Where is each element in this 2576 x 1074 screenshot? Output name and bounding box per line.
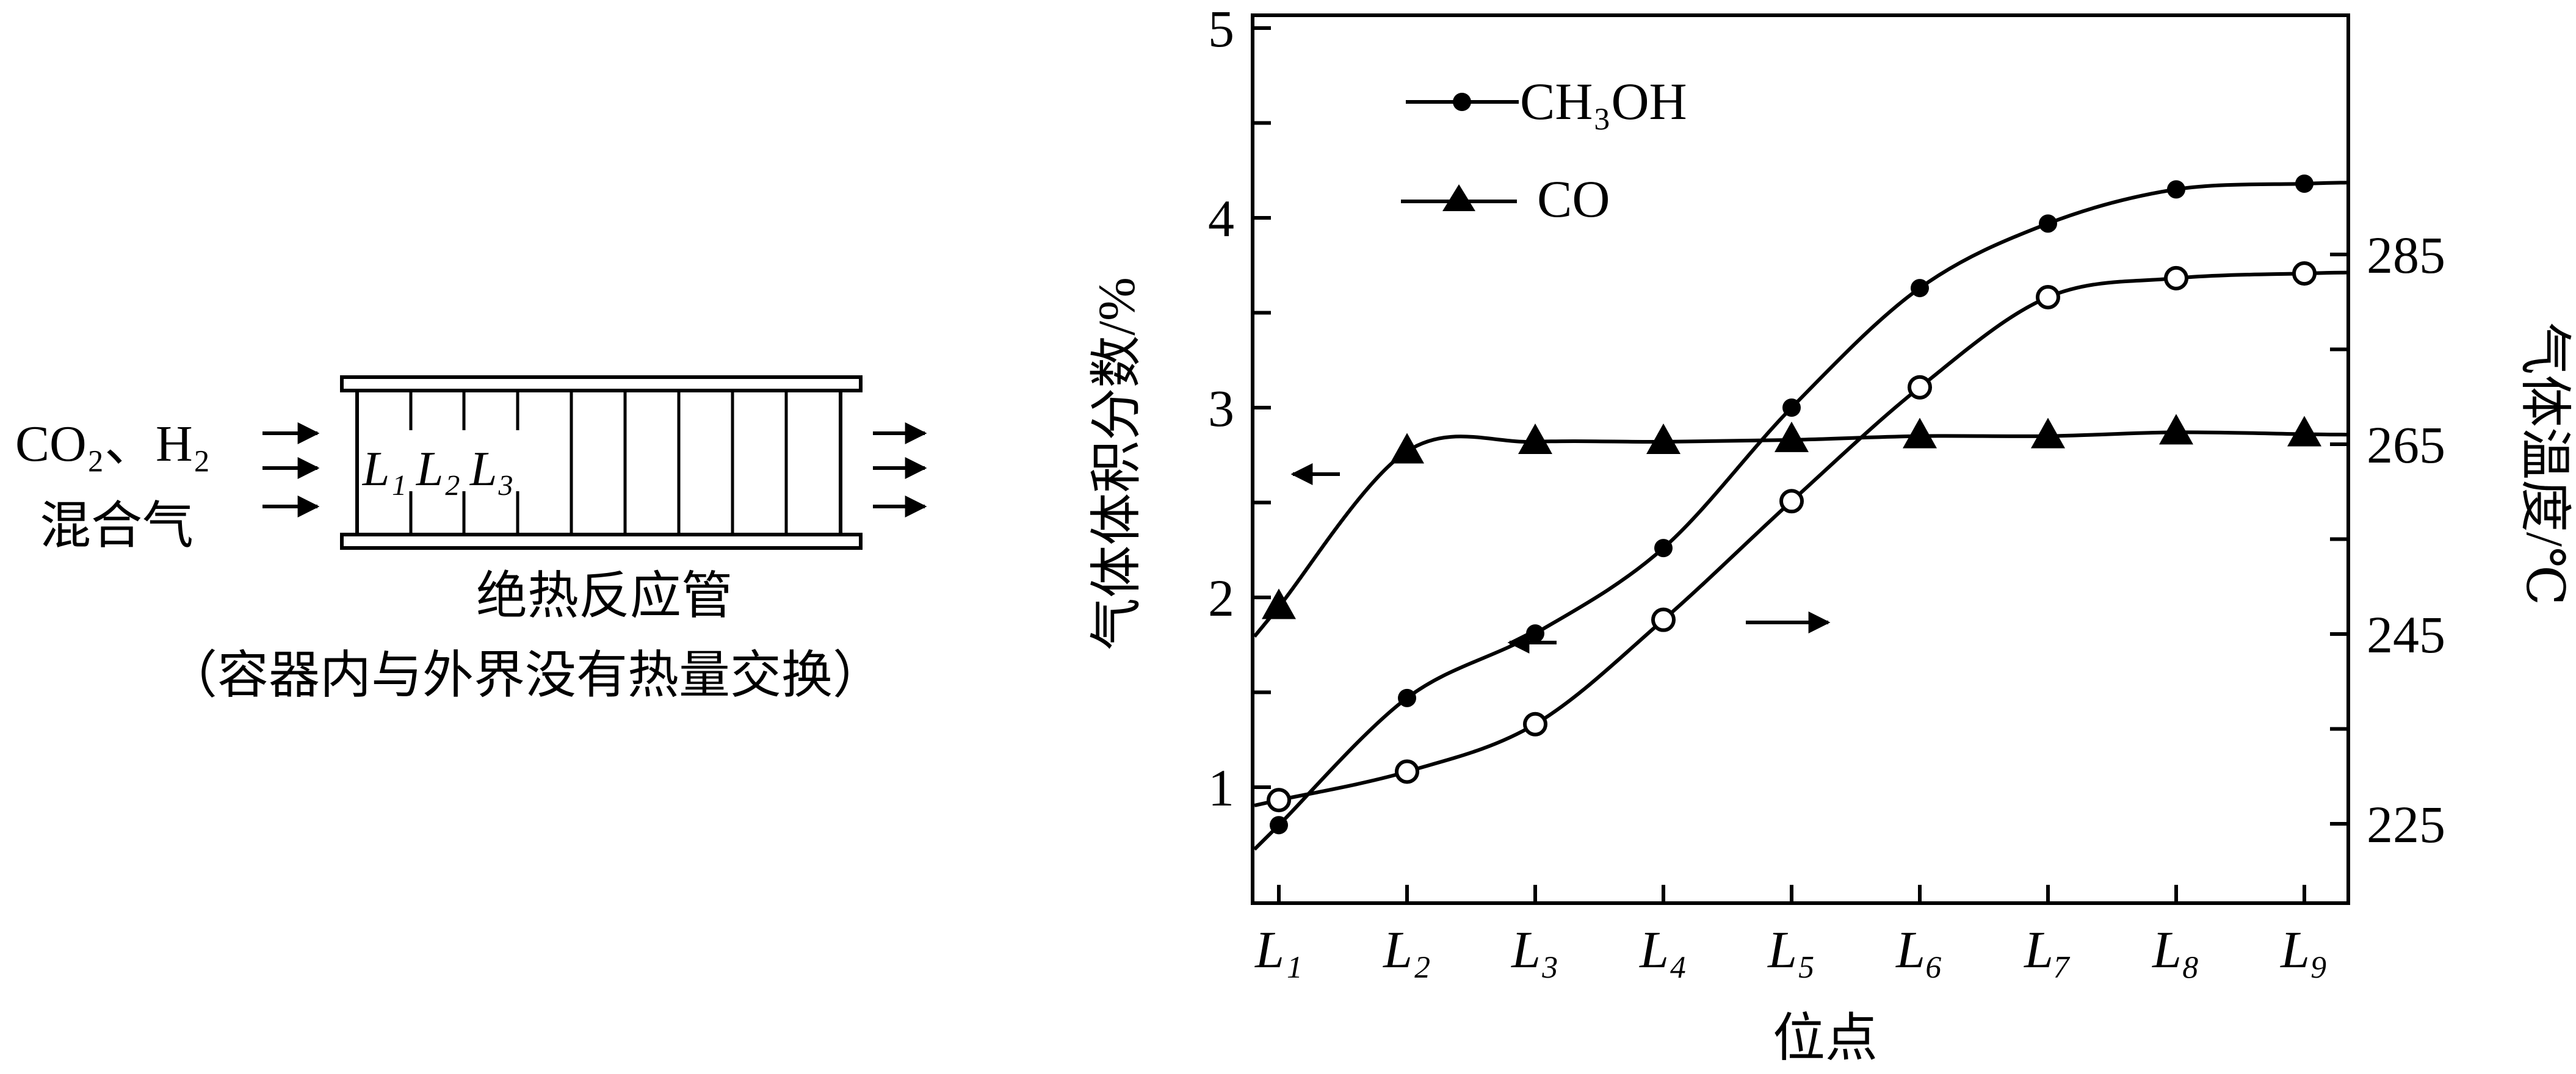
series-0-point-2 bbox=[1526, 624, 1544, 643]
series-2-point-3 bbox=[1651, 607, 1676, 632]
plot-frame bbox=[1251, 13, 2350, 905]
x-tick-label: L₅ bbox=[1767, 920, 1815, 979]
series-0-point-7 bbox=[2167, 180, 2185, 199]
tube-top-wall bbox=[340, 375, 863, 392]
x-tick-label: L₃ bbox=[1510, 920, 1559, 979]
series-markers bbox=[1262, 175, 2321, 835]
left-tick-label: 4 bbox=[1208, 189, 1234, 248]
right-tick-label: 225 bbox=[2367, 795, 2445, 854]
series-2-point-7 bbox=[2164, 265, 2188, 290]
position-label-l3: L₃ bbox=[469, 442, 514, 496]
x-tick-label: L₄ bbox=[1638, 920, 1687, 979]
series-indicator-arrows bbox=[1290, 463, 1831, 654]
x-tick-label: L₈ bbox=[2151, 920, 2200, 979]
reactor-diagram: CO₂、H₂ 混合气 L₁ L₂ L₃ bbox=[15, 375, 927, 704]
right-tick-label: 265 bbox=[2367, 416, 2445, 474]
reactor-caption-line2: （容器内与外界没有热量交换） bbox=[166, 647, 884, 704]
left-tick-label: 3 bbox=[1208, 379, 1234, 438]
left-tick-label: 5 bbox=[1208, 0, 1234, 58]
reactor-caption-line1: 绝热反应管 bbox=[476, 568, 733, 625]
series-0-point-8 bbox=[2295, 175, 2314, 193]
series-1-point-2 bbox=[1518, 423, 1552, 454]
legend-marker-ch3oh bbox=[1453, 93, 1471, 111]
legend-label-ch3oh: CH₃OH bbox=[1520, 72, 1687, 131]
legend-label-co: CO bbox=[1537, 170, 1610, 228]
series-1-point-6 bbox=[2031, 417, 2065, 449]
series-1-point-3 bbox=[1646, 423, 1681, 454]
series-2-point-0 bbox=[1267, 788, 1291, 813]
series-1-point-0 bbox=[1262, 588, 1296, 619]
left-axis-ticks: 1 2 3 4 5 bbox=[1208, 0, 1271, 817]
bottom-axis-ticks: L₁ L₂ L₃ L₄ L₅ L₆ L₇ L₈ L₉ bbox=[1254, 885, 2328, 979]
y-axis-label-right: 气体温度/℃ bbox=[2516, 322, 2574, 605]
series-0-point-4 bbox=[1782, 398, 1801, 417]
series-1-point-5 bbox=[1903, 417, 1937, 449]
inlet-label-line1: CO₂、H₂ bbox=[15, 416, 211, 472]
position-partitions bbox=[409, 391, 788, 535]
position-label-l2: L₂ bbox=[416, 442, 460, 496]
x-tick-label: L₇ bbox=[2023, 920, 2072, 979]
inlet-label-line2: 混合气 bbox=[40, 498, 194, 555]
series-0-point-6 bbox=[2039, 214, 2057, 233]
right-axis-ticks: 225 245 265 285 bbox=[2330, 226, 2445, 854]
left-tick-label: 1 bbox=[1208, 759, 1234, 817]
series-0-point-0 bbox=[1270, 816, 1288, 835]
x-tick-label: L₉ bbox=[2279, 920, 2328, 979]
series-2-point-6 bbox=[2036, 284, 2060, 309]
outlet-arrows bbox=[873, 422, 927, 517]
series-1-point-1 bbox=[1390, 433, 1424, 464]
series-2-point-8 bbox=[2292, 261, 2317, 286]
x-tick-label: L₆ bbox=[1895, 920, 1944, 979]
right-tick-label: 245 bbox=[2367, 605, 2445, 664]
left-tick-label: 2 bbox=[1208, 569, 1234, 627]
series-0-point-1 bbox=[1398, 688, 1416, 707]
inlet-arrows bbox=[262, 422, 320, 517]
series-curve-2 bbox=[1254, 270, 2347, 807]
series-1-point-7 bbox=[2159, 414, 2193, 445]
series-1-point-8 bbox=[2287, 416, 2321, 447]
x-axis-label: 位点 bbox=[1773, 1009, 1878, 1067]
series-2-point-2 bbox=[1523, 712, 1547, 737]
chart: 1 2 3 4 5 225 245 265 285 L₁ L₂ L₃ L₄ L₅ L₆ L₇ L₈ L₉ 位点… bbox=[1087, 0, 2574, 1067]
series-0-point-3 bbox=[1654, 539, 1673, 558]
position-label-l1: L₁ bbox=[362, 442, 407, 496]
legend-marker-co bbox=[1442, 184, 1475, 211]
series-1-point-4 bbox=[1775, 421, 1809, 452]
series-2-point-5 bbox=[1908, 375, 1932, 400]
right-tick-label: 285 bbox=[2367, 226, 2445, 284]
series-0-point-5 bbox=[1911, 279, 1929, 298]
series-2-point-4 bbox=[1779, 489, 1804, 514]
x-tick-label: L₁ bbox=[1254, 920, 1303, 979]
x-tick-label: L₂ bbox=[1382, 920, 1431, 979]
tube-bottom-wall bbox=[340, 533, 863, 550]
series-2-point-1 bbox=[1395, 759, 1419, 784]
legend: CH₃OH CO bbox=[1401, 72, 1687, 228]
y-axis-label-left: 气体体积分数/% bbox=[1087, 277, 1146, 651]
